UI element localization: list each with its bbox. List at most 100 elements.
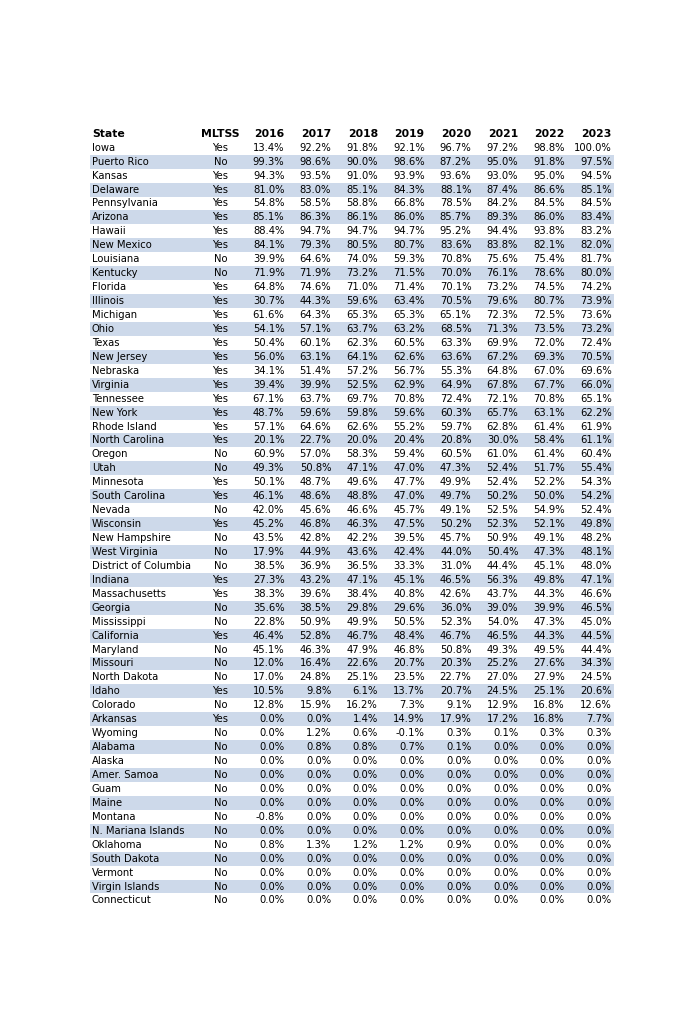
- Bar: [380, 489, 427, 503]
- Bar: [201, 336, 240, 350]
- Bar: [521, 754, 567, 768]
- Bar: [90, 140, 201, 155]
- Bar: [90, 572, 201, 587]
- Bar: [286, 447, 334, 462]
- Bar: [473, 629, 521, 643]
- Bar: [521, 503, 567, 517]
- Bar: [521, 517, 567, 531]
- Bar: [380, 740, 427, 754]
- Bar: [240, 211, 286, 224]
- Bar: [201, 462, 240, 475]
- Text: 44.0%: 44.0%: [440, 547, 471, 557]
- Bar: [427, 127, 473, 140]
- Text: 95.0%: 95.0%: [534, 171, 565, 180]
- Bar: [521, 601, 567, 614]
- Text: 46.7%: 46.7%: [347, 631, 378, 641]
- Bar: [286, 266, 334, 281]
- Text: 86.1%: 86.1%: [347, 212, 378, 222]
- Bar: [286, 364, 334, 378]
- Bar: [286, 531, 334, 545]
- Bar: [201, 713, 240, 726]
- Bar: [286, 852, 334, 865]
- Bar: [334, 294, 380, 308]
- Bar: [380, 865, 427, 880]
- Text: New Mexico: New Mexico: [92, 241, 152, 250]
- Bar: [334, 266, 380, 281]
- Text: 0.0%: 0.0%: [586, 798, 612, 808]
- Bar: [521, 768, 567, 782]
- Bar: [286, 503, 334, 517]
- Text: 9.1%: 9.1%: [446, 700, 471, 711]
- Bar: [521, 545, 567, 559]
- Text: 46.8%: 46.8%: [300, 519, 332, 529]
- Bar: [427, 462, 473, 475]
- Text: 0.3%: 0.3%: [540, 728, 565, 738]
- Bar: [521, 364, 567, 378]
- Bar: [90, 838, 201, 852]
- Bar: [286, 587, 334, 601]
- Text: 0.0%: 0.0%: [260, 756, 284, 766]
- Bar: [473, 294, 521, 308]
- Text: 62.6%: 62.6%: [346, 422, 378, 431]
- Text: 92.2%: 92.2%: [299, 142, 332, 153]
- Text: 0.0%: 0.0%: [540, 784, 565, 794]
- Text: 57.0%: 57.0%: [299, 450, 332, 460]
- Text: Michigan: Michigan: [92, 310, 137, 321]
- Text: 45.0%: 45.0%: [580, 616, 612, 627]
- Bar: [286, 726, 334, 740]
- Bar: [567, 140, 614, 155]
- Bar: [334, 364, 380, 378]
- Text: Virgin Islands: Virgin Islands: [92, 882, 160, 892]
- Bar: [334, 169, 380, 182]
- Text: 49.9%: 49.9%: [440, 477, 471, 487]
- Bar: [286, 140, 334, 155]
- Bar: [521, 559, 567, 572]
- Bar: [90, 698, 201, 713]
- Text: 58.8%: 58.8%: [347, 199, 378, 209]
- Text: 39.9%: 39.9%: [299, 380, 332, 390]
- Bar: [286, 740, 334, 754]
- Text: 52.4%: 52.4%: [486, 477, 519, 487]
- Text: 0.0%: 0.0%: [447, 784, 471, 794]
- Bar: [286, 391, 334, 406]
- Text: No: No: [214, 547, 227, 557]
- Bar: [240, 462, 286, 475]
- Bar: [240, 322, 286, 336]
- Text: 45.7%: 45.7%: [393, 505, 425, 515]
- Text: 46.5%: 46.5%: [486, 631, 519, 641]
- Bar: [567, 531, 614, 545]
- Bar: [334, 614, 380, 629]
- Bar: [427, 643, 473, 656]
- Text: 0.0%: 0.0%: [260, 854, 284, 863]
- Text: 0.0%: 0.0%: [399, 825, 425, 836]
- Text: 48.7%: 48.7%: [300, 477, 332, 487]
- Bar: [473, 838, 521, 852]
- Text: 52.5%: 52.5%: [486, 505, 519, 515]
- Text: 52.4%: 52.4%: [580, 505, 612, 515]
- Bar: [286, 294, 334, 308]
- Bar: [286, 224, 334, 239]
- Bar: [521, 169, 567, 182]
- Text: 36.9%: 36.9%: [299, 561, 332, 571]
- Bar: [473, 852, 521, 865]
- Bar: [240, 880, 286, 894]
- Text: 0.0%: 0.0%: [586, 854, 612, 863]
- Text: 46.6%: 46.6%: [347, 505, 378, 515]
- Text: 52.4%: 52.4%: [486, 463, 519, 473]
- Text: 44.5%: 44.5%: [580, 631, 612, 641]
- Bar: [334, 503, 380, 517]
- Text: 0.0%: 0.0%: [586, 895, 612, 905]
- Text: 50.8%: 50.8%: [440, 644, 471, 654]
- Bar: [286, 336, 334, 350]
- Bar: [521, 713, 567, 726]
- Bar: [473, 572, 521, 587]
- Bar: [90, 433, 201, 447]
- Text: 43.7%: 43.7%: [487, 589, 519, 599]
- Bar: [201, 322, 240, 336]
- Bar: [567, 350, 614, 364]
- Bar: [201, 880, 240, 894]
- Bar: [473, 684, 521, 698]
- Bar: [201, 531, 240, 545]
- Text: 9.8%: 9.8%: [306, 686, 332, 696]
- Text: 0.8%: 0.8%: [306, 742, 332, 752]
